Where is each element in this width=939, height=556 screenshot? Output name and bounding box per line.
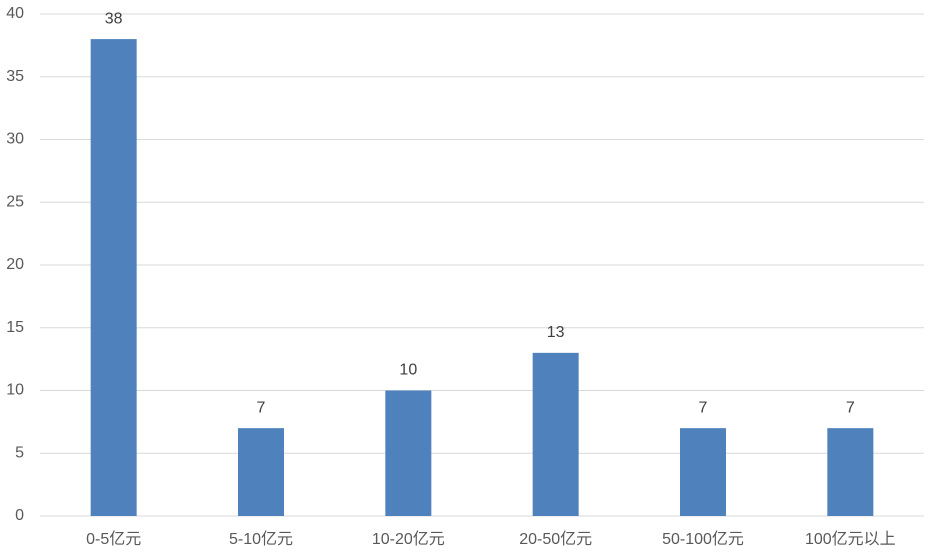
y-tick-label: 0 <box>15 507 24 524</box>
y-tick-label: 15 <box>6 319 24 336</box>
data-label: 38 <box>105 10 123 27</box>
x-tick-label: 100亿元以上 <box>805 530 896 548</box>
x-tick-label: 5-10亿元 <box>229 530 293 548</box>
y-tick-label: 5 <box>15 444 24 461</box>
x-tick-label: 10-20亿元 <box>372 530 445 548</box>
y-tick-label: 35 <box>6 68 24 85</box>
data-label: 7 <box>846 399 855 416</box>
bar <box>532 352 579 516</box>
data-label: 7 <box>699 399 708 416</box>
x-tick-label: 50-100亿元 <box>662 530 744 548</box>
y-tick-label: 30 <box>6 131 24 148</box>
bar <box>385 390 432 516</box>
y-tick-label: 40 <box>6 5 24 22</box>
bar <box>827 428 874 516</box>
x-tick-label: 20-50亿元 <box>519 530 592 548</box>
data-label: 7 <box>257 399 266 416</box>
bar <box>238 428 284 516</box>
data-label: 10 <box>399 362 417 379</box>
bar <box>90 39 137 516</box>
y-tick-label: 25 <box>6 193 24 210</box>
y-tick-label: 20 <box>6 256 24 273</box>
y-tick-label: 10 <box>6 382 24 399</box>
data-label: 13 <box>547 324 565 341</box>
x-tick-label: 0-5亿元 <box>86 530 141 548</box>
bar <box>680 428 726 516</box>
